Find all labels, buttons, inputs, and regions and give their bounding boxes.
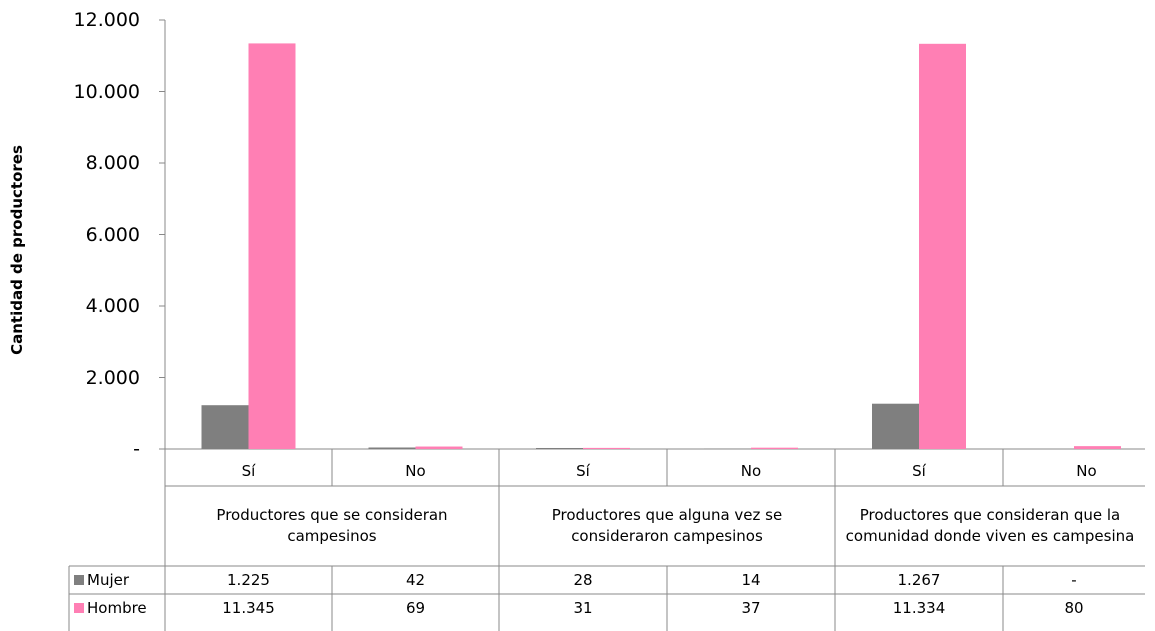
bar-mujer (201, 405, 249, 449)
group-label-text: Productores que se consideran campesinos (216, 506, 448, 545)
bar-mujer (536, 447, 583, 449)
data-label-mujer: 28 (573, 571, 593, 589)
legend-mujer: Mujer (70, 566, 165, 594)
data-label-hombre: 80 (1064, 599, 1084, 617)
data-label-hombre: 37 (741, 599, 761, 617)
bar-hombre (1074, 446, 1121, 449)
y-axis-label-text: Cantidad de productores (8, 145, 26, 355)
y-tick-label: 4.000 (85, 295, 140, 317)
legend-label: Hombre (87, 599, 147, 617)
bar-hombre (751, 447, 798, 449)
group-label-text: Productores que alguna vez se considerar… (551, 506, 783, 545)
legend-hombre: Hombre (70, 594, 165, 622)
group-label: Productores que se consideran campesinos (165, 487, 499, 565)
subcat-label: Sí (576, 462, 590, 480)
subcat-label: No (405, 462, 426, 480)
y-tick-label: 6.000 (85, 223, 140, 246)
y-tick-label: - (133, 438, 140, 460)
data-label-mujer: 42 (405, 571, 426, 589)
group-label: Productores que alguna vez se considerar… (499, 487, 835, 565)
bar-hombre (919, 43, 966, 449)
data-label-mujer: 1.267 (897, 571, 941, 589)
data-label-mujer: 14 (741, 571, 761, 589)
y-axis-label: Cantidad de productores (2, 140, 32, 360)
hombre-swatch (74, 603, 84, 613)
bar-mujer (872, 403, 919, 449)
mujer-swatch (74, 575, 84, 585)
bar-hombre (583, 447, 630, 449)
y-tick-label: 10.000 (73, 80, 140, 103)
subcat-label: Sí (241, 462, 256, 480)
data-label-hombre: 69 (405, 599, 426, 617)
bar-mujer (704, 448, 751, 449)
legend-label: Mujer (87, 571, 130, 589)
bar-mujer (368, 447, 416, 449)
data-label-hombre: 11.345 (222, 599, 275, 617)
group-label-text: Productores que consideran que la comuni… (845, 506, 1135, 545)
bar-hombre (415, 446, 463, 449)
y-tick-label: 12.000 (73, 9, 140, 31)
subcat-label: No (1076, 462, 1097, 480)
data-label-hombre: 11.334 (892, 599, 946, 617)
data-label-mujer: - (1071, 571, 1077, 589)
data-label-hombre: 31 (573, 599, 593, 617)
bar-hombre (248, 43, 296, 449)
subcat-label: No (740, 462, 762, 480)
group-label: Productores que consideran que la comuni… (835, 487, 1145, 565)
data-label-mujer: 1.225 (227, 571, 270, 589)
y-tick-label: 2.000 (85, 366, 140, 389)
subcat-label: Sí (912, 462, 926, 480)
y-tick-label: 8.000 (85, 152, 140, 174)
